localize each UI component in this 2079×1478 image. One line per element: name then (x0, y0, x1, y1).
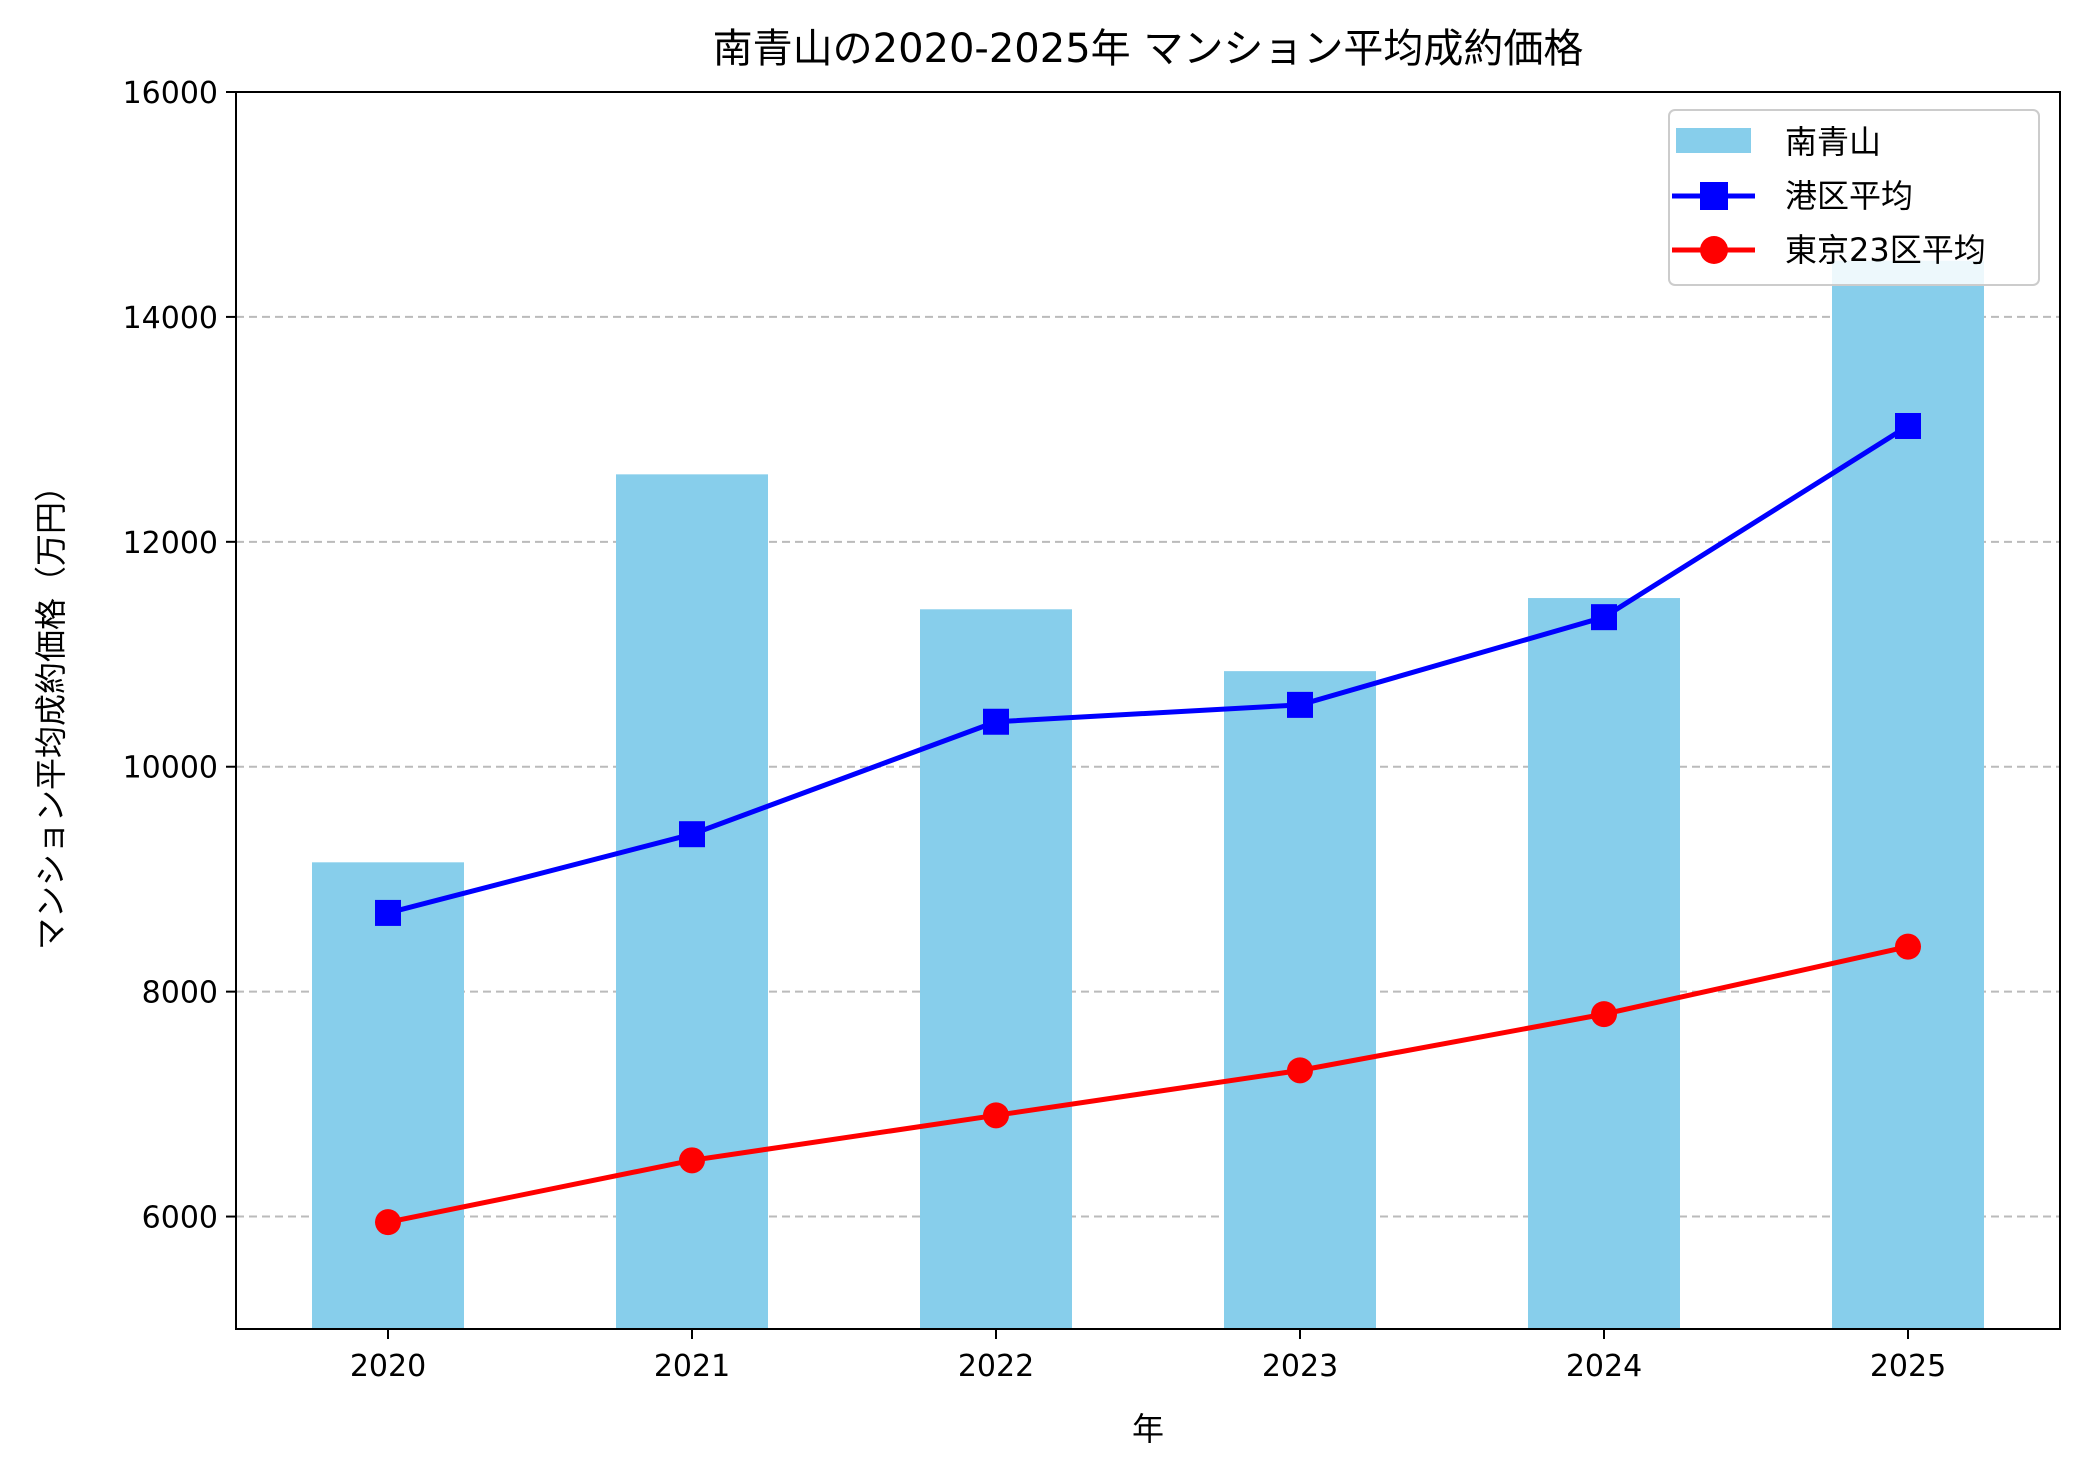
marker-2022 (983, 708, 1009, 735)
y-axis-label: マンション平均成約価格（万円） (32, 470, 70, 950)
chart-title: 南青山の2020-2025年 マンション平均成約価格 (713, 26, 1584, 72)
lines (375, 412, 1921, 1236)
legend-label-minami-aoyama: 南青山 (1785, 123, 1881, 161)
bar-2023 (1224, 671, 1376, 1329)
legend-label-tokyo23: 東京23区平均 (1785, 231, 1986, 269)
marker-2024 (1591, 1001, 1617, 1028)
x-tick-label: 2020 (350, 1349, 426, 1384)
legend-marker-circle (1700, 236, 1728, 264)
y-tick-label: 16000 (123, 76, 218, 111)
marker-2023 (1287, 1057, 1313, 1084)
y-tick-label: 6000 (142, 1201, 218, 1236)
plot-frame (235, 91, 2061, 1330)
marker-2021 (679, 1147, 705, 1174)
x-tick-label: 2024 (1566, 1349, 1642, 1384)
y-tick-label: 10000 (123, 751, 218, 786)
marker-2023 (1287, 691, 1313, 718)
marker-2021 (679, 821, 705, 848)
legend-label-minato: 港区平均 (1785, 177, 1913, 215)
x-tick-label: 2025 (1870, 1349, 1946, 1384)
bars (312, 260, 1984, 1329)
y-tick-label: 14000 (123, 301, 218, 336)
marker-2020 (375, 899, 401, 926)
marker-2025 (1895, 933, 1921, 960)
bar-2021 (616, 474, 768, 1329)
series-line (387, 944, 1909, 1225)
y-axis: 6000 8000 10000 12000 14000 16000 (123, 76, 236, 1236)
legend-box (1668, 109, 2040, 286)
legend: 南青山 港区平均 東京23区平均 (1668, 109, 2040, 286)
series-line (387, 423, 1910, 916)
bar-2020 (312, 862, 464, 1329)
x-tick-label: 2021 (654, 1349, 730, 1384)
marker-2022 (983, 1102, 1009, 1129)
marker-2024 (1591, 604, 1617, 631)
x-tick-label: 2022 (958, 1349, 1034, 1384)
x-tick-label: 2023 (1262, 1349, 1338, 1384)
legend-marker-square (1700, 182, 1728, 210)
y-tick-label: 8000 (142, 976, 218, 1011)
marker-2020 (375, 1209, 401, 1236)
legend-swatch-bar (1676, 128, 1751, 153)
x-axis-label: 年 (1132, 1410, 1164, 1448)
y-tick-label: 12000 (123, 526, 218, 561)
grid (236, 315, 2060, 1218)
marker-2025 (1895, 412, 1921, 439)
bar-2024 (1528, 598, 1680, 1329)
x-axis: 2020 2021 2022 2023 2024 2025 (350, 1329, 1946, 1384)
